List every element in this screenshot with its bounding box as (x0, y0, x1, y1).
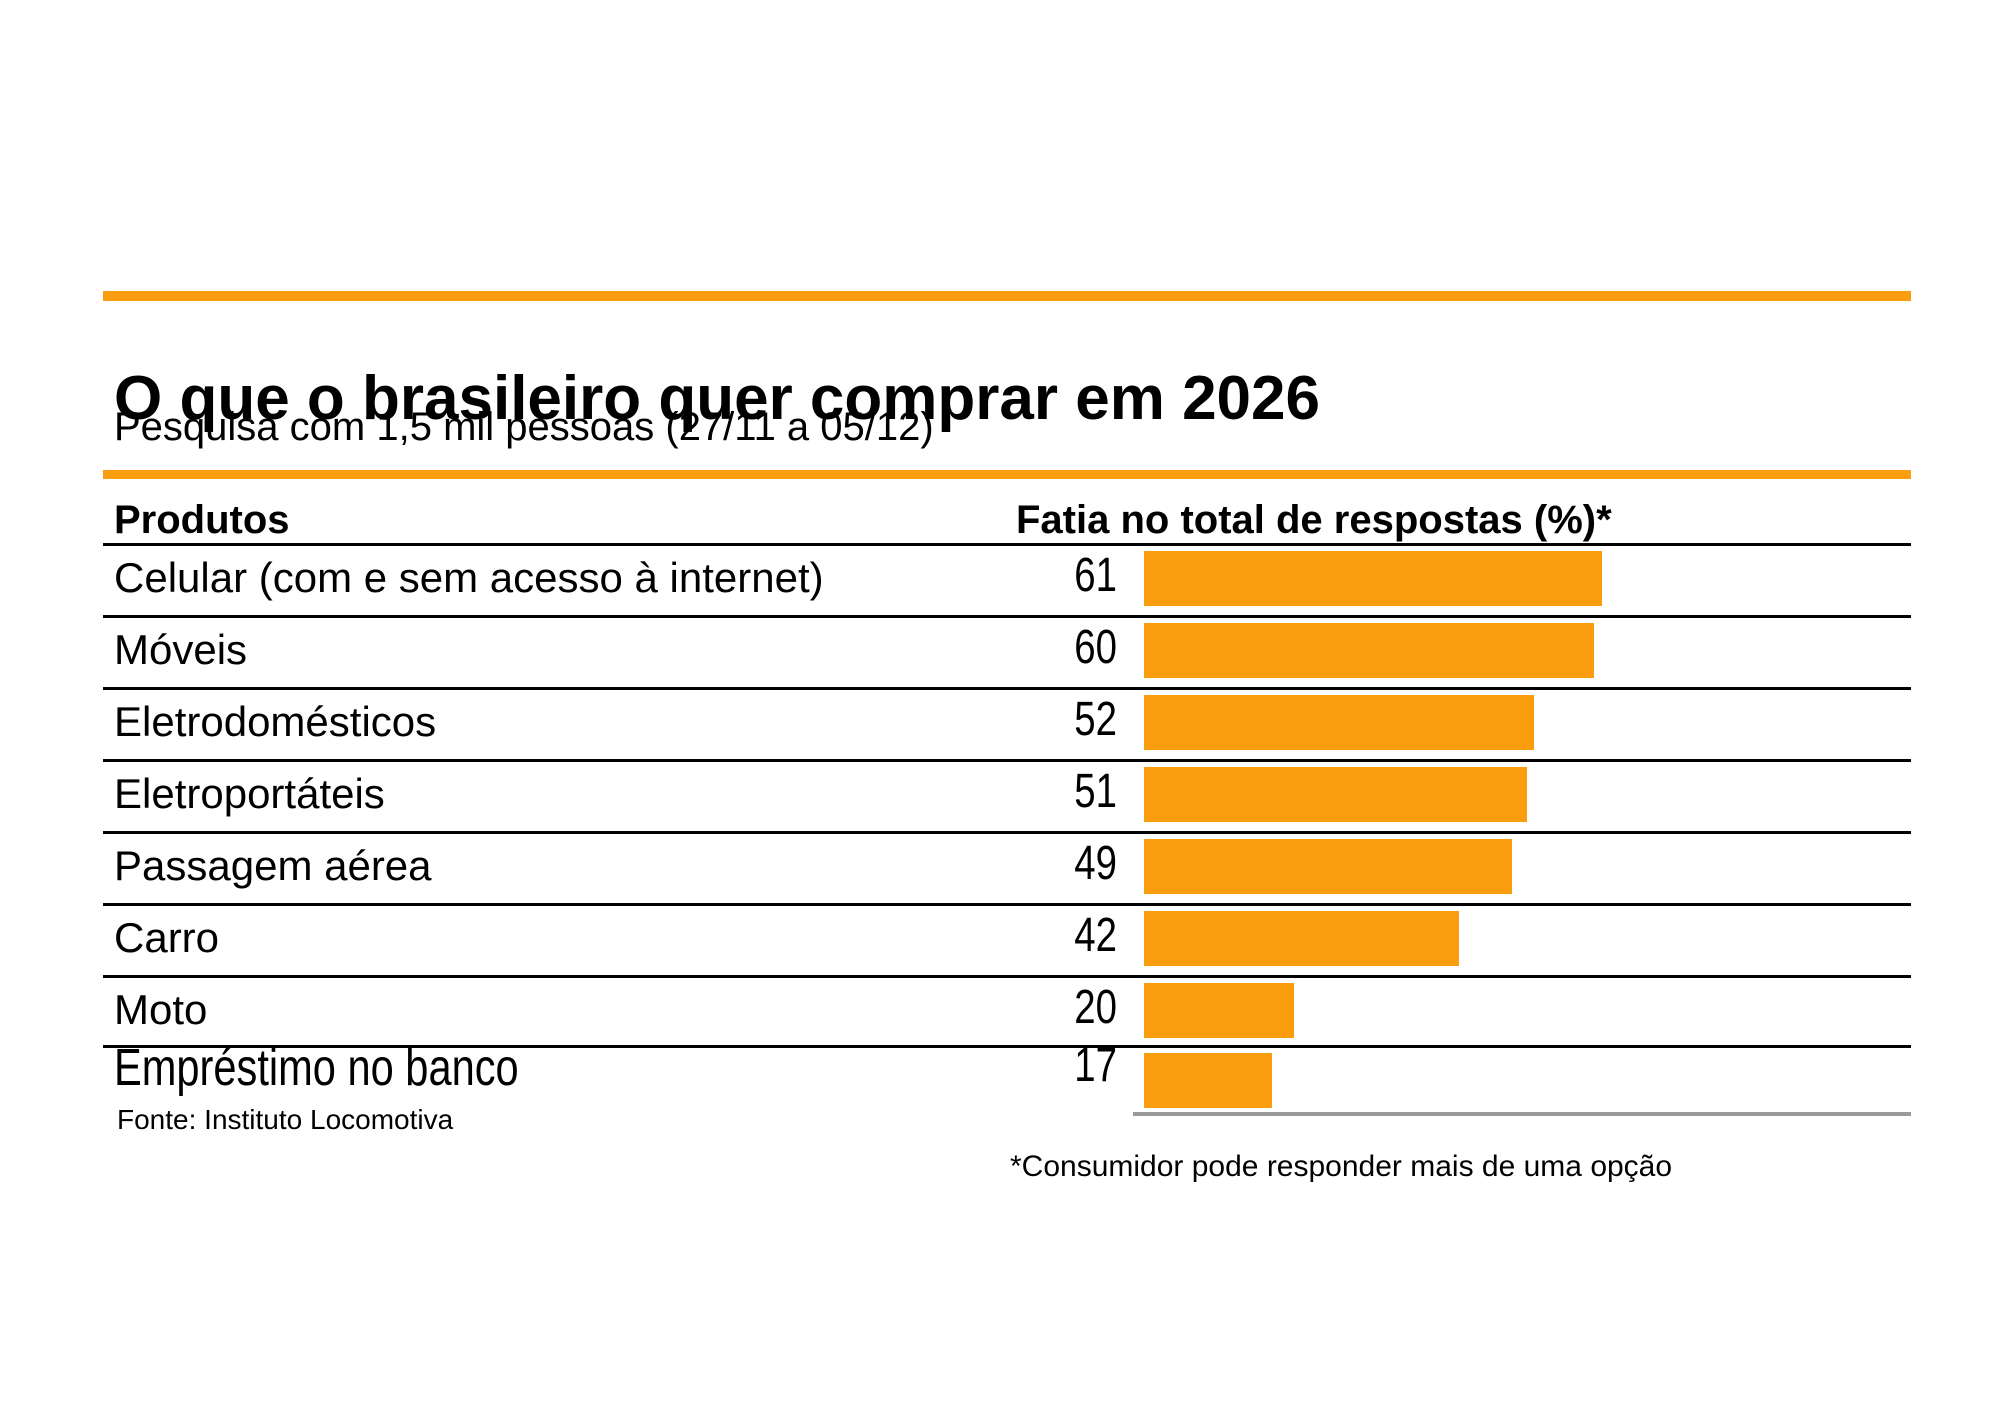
row-value: 60 (1074, 621, 1117, 674)
footnote: *Consumidor pode responder mais de uma o… (1010, 1150, 1673, 1183)
chart-title: O que o brasileiro quer comprar em 2026 (114, 363, 1321, 433)
chart-subtitle: Pesquisa com 1,5 mil pessoas (27/11 a 05… (114, 405, 934, 449)
row-label: Empréstimo no banco (114, 1039, 519, 1097)
source-note: Fonte: Instituto Locomotiva (117, 1104, 454, 1135)
row-value: 51 (1074, 765, 1117, 818)
row-label: Moto (114, 986, 208, 1033)
row-separator-line (103, 759, 1911, 762)
row-bar (1144, 551, 1602, 606)
row-label: Passagem aérea (114, 842, 432, 889)
row-bar (1144, 623, 1594, 678)
row-bar (1144, 911, 1459, 966)
row-value: 49 (1074, 837, 1117, 890)
row-bar (1144, 983, 1294, 1038)
row-bar (1144, 1053, 1272, 1108)
row-separator-line (103, 687, 1911, 690)
column-header-products: Produtos (114, 498, 290, 542)
row-separator-line (103, 975, 1911, 978)
row-value: 52 (1074, 693, 1117, 746)
column-header-share: Fatia no total de respostas (%)* (1016, 498, 1612, 542)
top-orange-rule (103, 291, 1911, 301)
row-bar (1144, 767, 1527, 822)
row-value: 17 (1074, 1039, 1117, 1092)
row-value: 20 (1074, 981, 1117, 1034)
row-bar (1144, 839, 1512, 894)
row-separator-line (103, 543, 1911, 546)
chart-baseline (1133, 1112, 1911, 1116)
row-value: 42 (1074, 909, 1117, 962)
row-separator-line (103, 903, 1911, 906)
row-separator-line (103, 1045, 1911, 1048)
row-separator-line (103, 831, 1911, 834)
row-label: Eletroportáteis (114, 770, 385, 817)
row-label: Eletrodomésticos (114, 698, 437, 745)
row-label: Carro (114, 914, 220, 961)
header-orange-rule (103, 470, 1911, 479)
row-separator-line (103, 615, 1911, 618)
row-bar (1144, 695, 1534, 750)
row-label: Celular (com e sem acesso à internet) (114, 554, 824, 601)
row-value: 61 (1074, 549, 1117, 602)
row-label: Móveis (114, 626, 248, 673)
